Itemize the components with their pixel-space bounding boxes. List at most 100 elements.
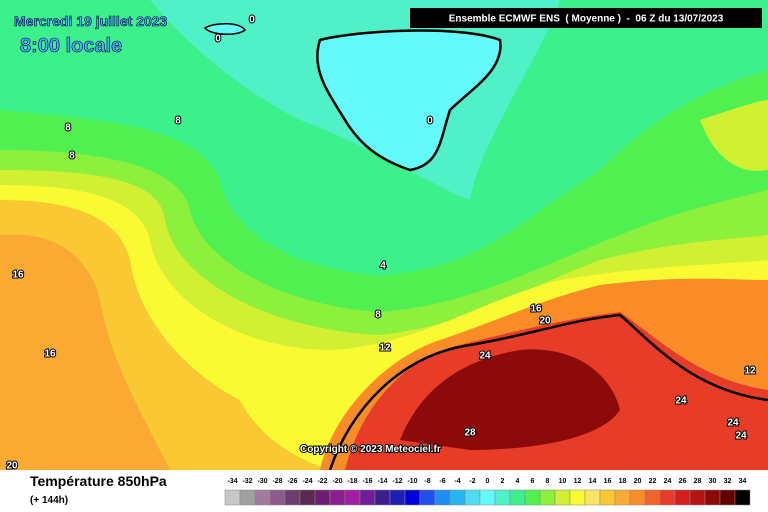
isotherm-24 <box>328 313 768 471</box>
contour-label: 0 <box>427 116 433 127</box>
legend-label: 28 <box>694 478 702 485</box>
legend-swatch <box>224 489 241 506</box>
copyright: Copyright © 2023 Meteociel.fr <box>300 444 441 455</box>
contour-label: 4 <box>380 261 386 272</box>
contour-label: 0 <box>249 15 255 26</box>
legend-swatch <box>374 489 391 506</box>
legend-label: -32 <box>242 478 252 485</box>
contour-label: 8 <box>175 116 181 127</box>
contour-label: 24 <box>675 396 687 407</box>
legend-label: 24 <box>664 478 672 485</box>
legend-label: -26 <box>287 478 297 485</box>
legend-label: -6 <box>439 478 445 485</box>
legend-swatch <box>239 489 256 506</box>
contour-label: 8 <box>65 123 71 134</box>
legend-label: 12 <box>574 478 582 485</box>
contour-label: 16 <box>530 304 542 315</box>
legend-swatch <box>734 489 751 506</box>
legend-swatch <box>614 489 631 506</box>
contour-label: 20 <box>539 316 551 327</box>
legend-swatch <box>539 489 556 506</box>
legend-label: -2 <box>469 478 475 485</box>
legend-label: 30 <box>709 478 717 485</box>
legend-label: -14 <box>377 478 387 485</box>
contour-label: 12 <box>379 343 391 354</box>
legend-label: -4 <box>454 478 460 485</box>
legend-swatch <box>359 489 376 506</box>
legend-label: 4 <box>516 478 520 485</box>
zone-18 <box>0 234 170 470</box>
contour-label: 24 <box>727 418 739 429</box>
legend-label: 14 <box>589 478 597 485</box>
legend-swatch <box>389 489 406 506</box>
legend-label: 2 <box>501 478 505 485</box>
legend-label: -34 <box>227 478 237 485</box>
legend-label: 8 <box>546 478 550 485</box>
contour-label: 16 <box>44 349 56 360</box>
legend-swatch <box>494 489 511 506</box>
legend-label: -28 <box>272 478 282 485</box>
legend-swatch <box>644 489 661 506</box>
contour-label: 12 <box>744 366 756 377</box>
zone-10 <box>700 100 768 171</box>
legend-swatch <box>419 489 436 506</box>
legend-swatch <box>479 489 496 506</box>
legend-swatch <box>674 489 691 506</box>
contour-label: 28 <box>464 428 476 439</box>
legend-swatch <box>284 489 301 506</box>
legend-label: -10 <box>407 478 417 485</box>
greenland-zone-0 <box>316 29 502 172</box>
legend-swatch <box>659 489 676 506</box>
legend-label: 34 <box>739 478 747 485</box>
legend-label: -8 <box>424 478 430 485</box>
legend-swatch <box>314 489 331 506</box>
contour-label: 24 <box>735 431 747 442</box>
zone-0 <box>203 23 246 35</box>
legend-swatch <box>704 489 721 506</box>
legend-label: -30 <box>257 478 267 485</box>
legend-swatch <box>434 489 451 506</box>
legend-label: 18 <box>619 478 627 485</box>
contour-label: 20 <box>6 461 18 472</box>
legend-label: 0 <box>486 478 490 485</box>
legend-swatch <box>599 489 616 506</box>
header-box <box>410 8 762 28</box>
date: Mercredi 19 juillet 2023 <box>14 13 168 29</box>
legend-label: -16 <box>362 478 372 485</box>
legend-label: 26 <box>679 478 687 485</box>
model-run: Ensemble ECMWF ENS ( Moyenne ) - 06 Z du… <box>449 14 724 25</box>
legend-swatch <box>509 489 526 506</box>
legend-label: -20 <box>332 478 342 485</box>
legend-swatch <box>254 489 271 506</box>
legend-swatch <box>329 489 346 506</box>
legend-swatch <box>629 489 646 506</box>
legend-swatch <box>344 489 361 506</box>
contour-label: 8 <box>69 151 75 162</box>
legend-label: 32 <box>724 478 732 485</box>
legend-swatch <box>689 489 706 506</box>
contour-label: 8 <box>375 310 381 321</box>
legend-swatch <box>569 489 586 506</box>
contour-label: 16 <box>12 270 24 281</box>
legend-label: 6 <box>531 478 535 485</box>
legend-label: -24 <box>302 478 312 485</box>
time: 8:00 locale <box>20 35 122 57</box>
legend-swatch <box>464 489 481 506</box>
legend-label: 16 <box>604 478 612 485</box>
legend-swatch <box>299 489 316 506</box>
legend-label: 10 <box>559 478 567 485</box>
footer-title: Température 850hPa <box>30 473 167 489</box>
legend-swatch <box>404 489 421 506</box>
legend-swatch <box>719 489 736 506</box>
footer-subtitle: (+ 144h) <box>30 495 68 506</box>
legend-swatch <box>554 489 571 506</box>
legend-swatch <box>269 489 286 506</box>
zone-28 <box>400 349 620 450</box>
contour-label: 0 <box>215 34 221 45</box>
legend-label: -18 <box>347 478 357 485</box>
contour-label: 24 <box>479 351 491 362</box>
legend-label: 22 <box>649 478 657 485</box>
legend-label: -22 <box>317 478 327 485</box>
